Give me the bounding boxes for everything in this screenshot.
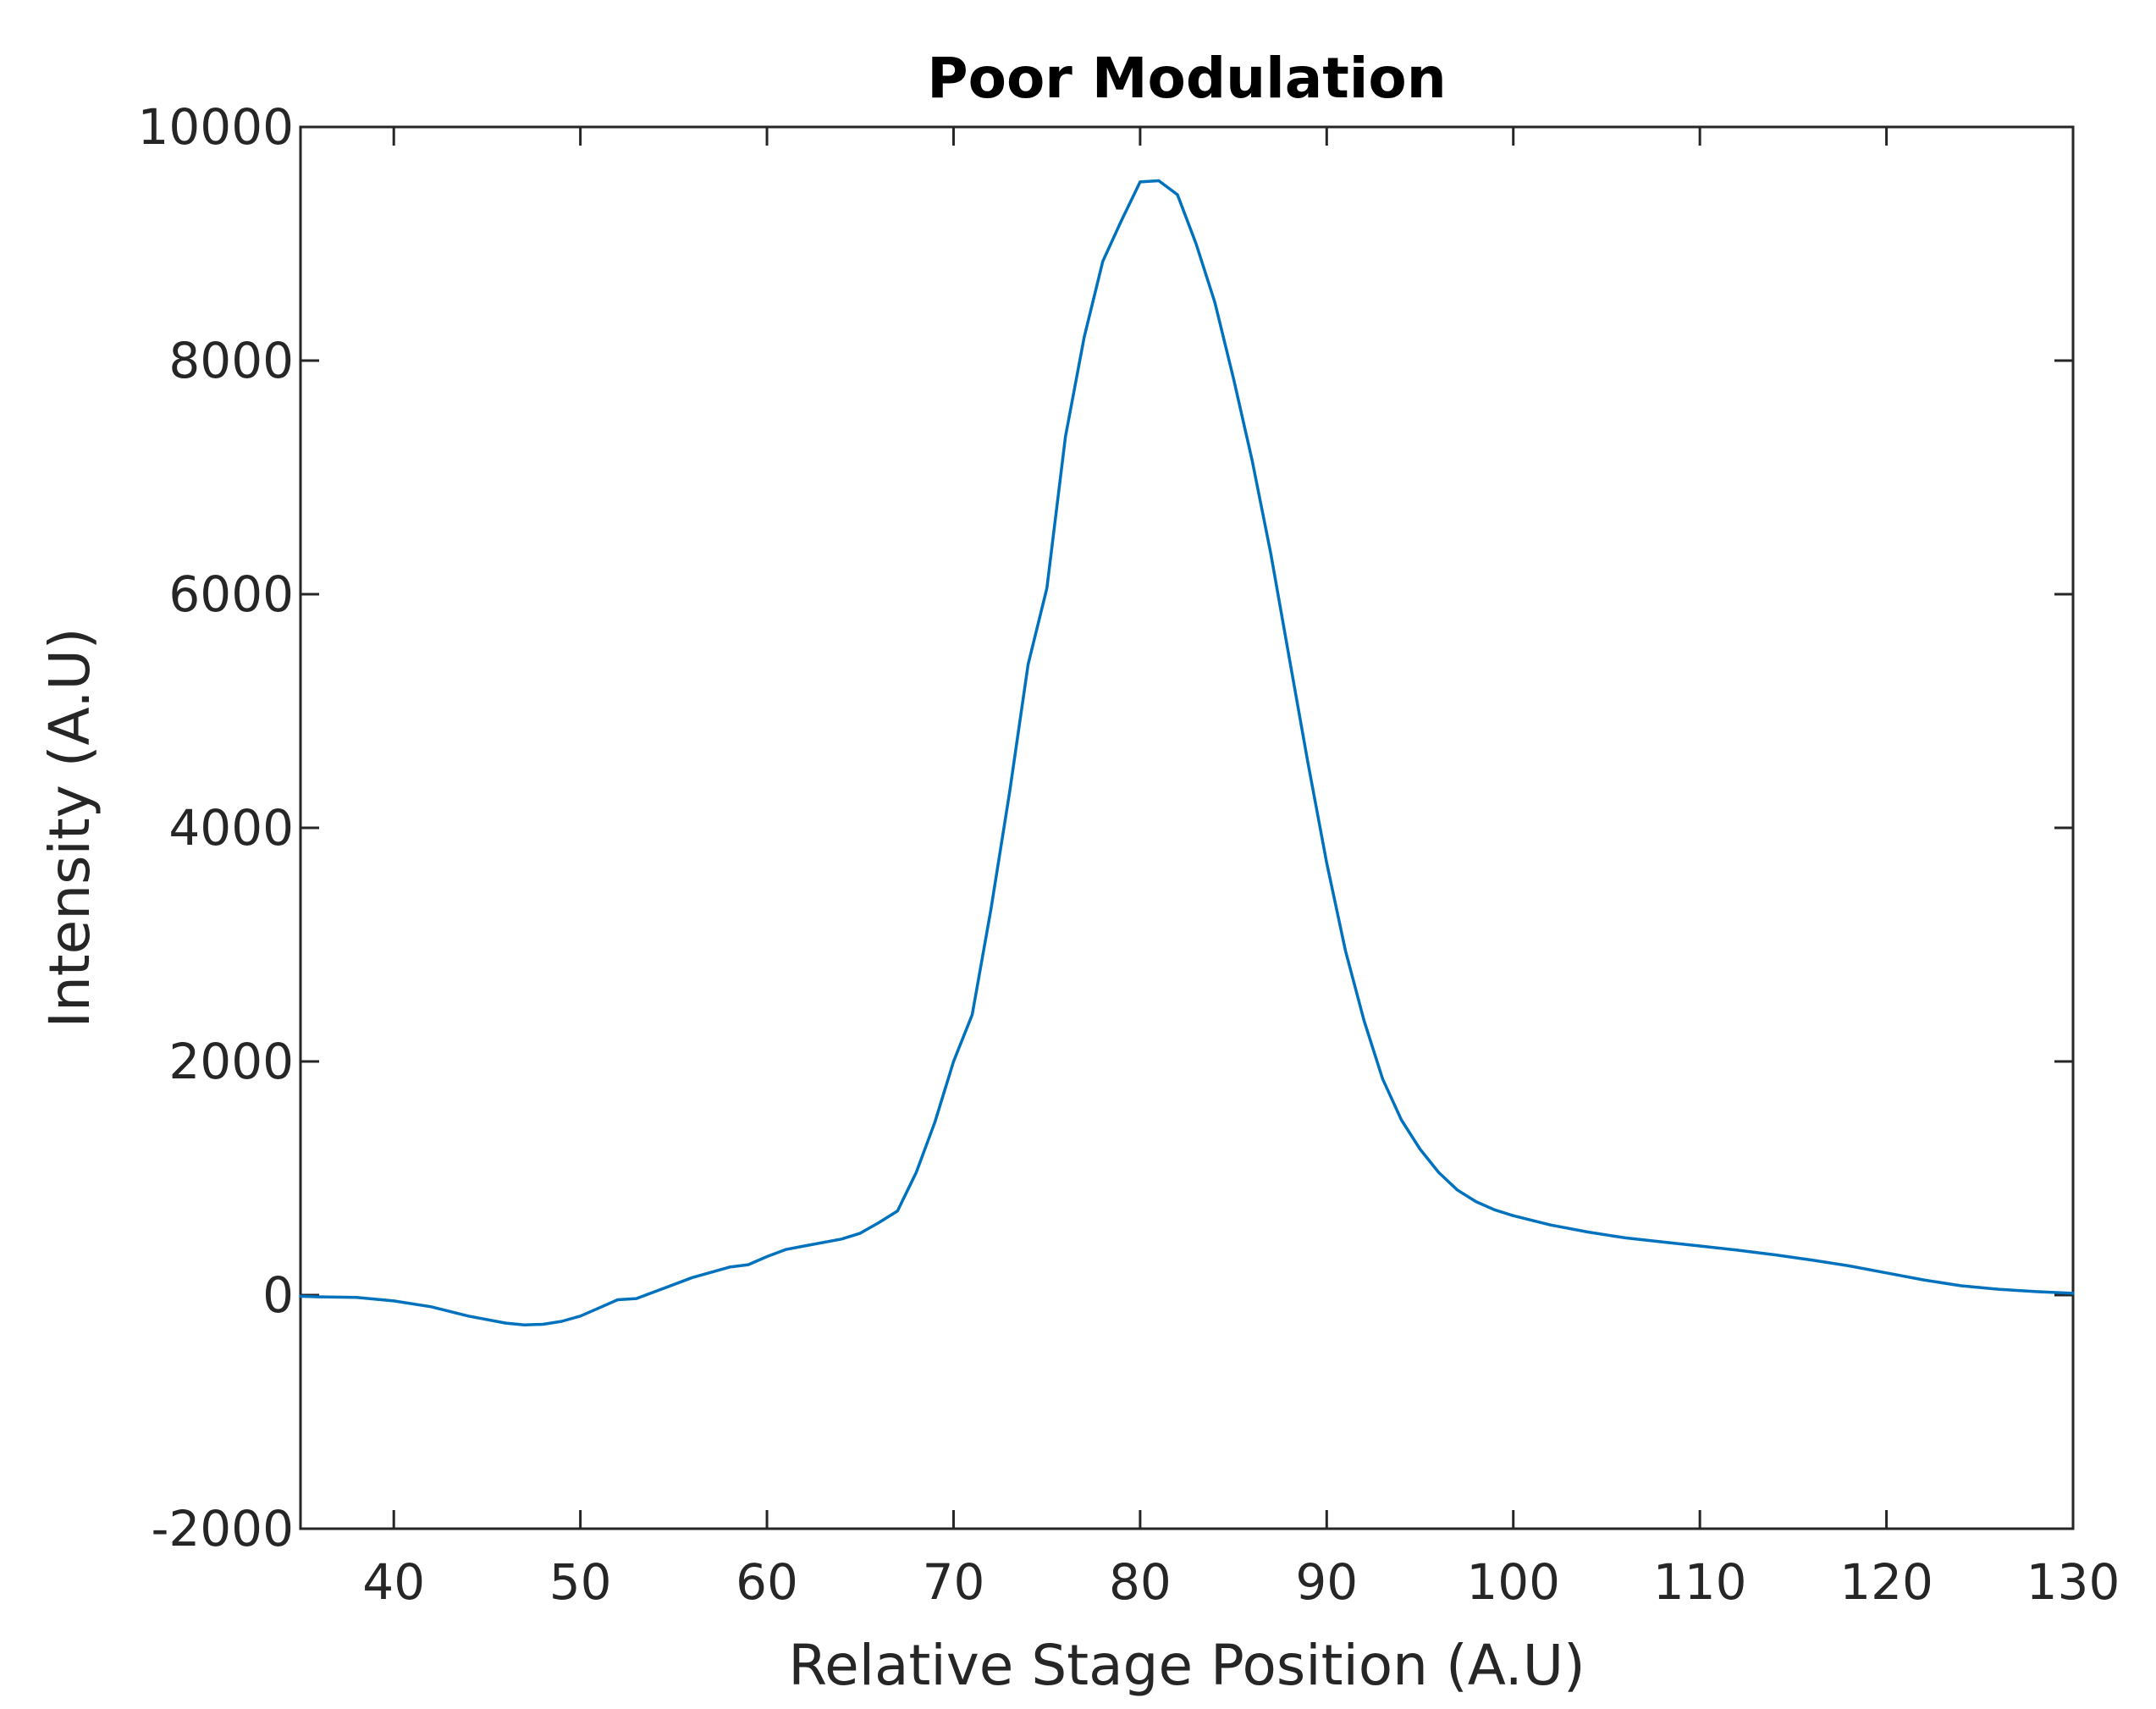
series-line <box>299 179 2075 1326</box>
data-point <box>355 1296 358 1299</box>
data-point <box>990 908 993 912</box>
data-point <box>1213 300 1216 304</box>
x-tick-label: 100 <box>1466 1553 1560 1611</box>
data-point <box>1120 218 1123 222</box>
data-point <box>2034 1290 2037 1293</box>
data-point <box>728 1265 731 1269</box>
data-point <box>1101 260 1105 263</box>
x-tick-label: 60 <box>736 1553 798 1611</box>
y-tick-label: 0 <box>262 1266 294 1324</box>
data-point <box>765 1255 769 1259</box>
data-point <box>1139 180 1142 184</box>
data-point <box>914 1171 918 1174</box>
y-tick-label: 4000 <box>168 799 294 857</box>
data-point <box>1419 1148 1422 1151</box>
data-point <box>1885 1271 1889 1275</box>
data-point <box>1960 1284 1963 1287</box>
data-point <box>1008 791 1012 795</box>
data-point <box>1437 1171 1441 1174</box>
data-point <box>1922 1278 1926 1282</box>
data-point <box>840 1238 843 1241</box>
data-point <box>1083 335 1086 339</box>
data-point <box>1848 1265 1851 1268</box>
data-point <box>1064 435 1067 438</box>
data-point <box>466 1315 470 1318</box>
data-point <box>1549 1223 1552 1227</box>
data-point <box>1512 1214 1515 1217</box>
data-point <box>877 1221 880 1224</box>
data-point <box>505 1321 508 1325</box>
data-point <box>1027 663 1030 666</box>
x-tick-label: 130 <box>2026 1553 2120 1611</box>
data-point <box>616 1298 620 1302</box>
x-tick-label: 90 <box>1295 1553 1358 1611</box>
data-point <box>1735 1249 1739 1252</box>
data-point <box>560 1320 564 1323</box>
data-point <box>1400 1118 1403 1122</box>
x-tick-label: 80 <box>1109 1553 1172 1611</box>
y-tick-label: 2000 <box>168 1033 294 1090</box>
plot-area-box <box>299 125 2075 1530</box>
data-point <box>1586 1231 1590 1234</box>
data-point <box>1045 587 1049 590</box>
data-point <box>317 1295 321 1298</box>
data-point <box>2071 1292 2075 1295</box>
data-point <box>691 1276 694 1279</box>
data-point <box>1493 1208 1497 1211</box>
data-point <box>1810 1259 1813 1262</box>
data-point <box>1624 1236 1627 1239</box>
y-tick-label: 6000 <box>168 565 294 623</box>
data-point <box>784 1248 787 1251</box>
data-point <box>1157 179 1161 183</box>
y-axis-title: Intensity (A.U) <box>37 627 102 1028</box>
y-tick-label: 8000 <box>168 332 294 389</box>
x-axis-title: Relative Stage Position (A.U) <box>788 1633 1585 1698</box>
data-point <box>1343 949 1347 952</box>
y-tick-label: 10000 <box>137 98 294 156</box>
data-point <box>392 1299 395 1303</box>
data-point <box>1773 1253 1776 1256</box>
data-point <box>896 1210 899 1213</box>
data-point <box>1661 1240 1664 1243</box>
chart-title: Poor Modulation <box>927 46 1447 111</box>
x-tick-label: 50 <box>549 1553 612 1611</box>
data-point <box>1997 1287 2000 1291</box>
data-point <box>1232 377 1235 380</box>
data-point <box>971 1013 974 1017</box>
data-point <box>653 1290 657 1293</box>
data-point <box>1325 861 1328 864</box>
data-point <box>1194 242 1198 245</box>
data-point <box>933 1121 936 1124</box>
data-point <box>952 1060 956 1063</box>
data-point <box>1288 657 1291 660</box>
data-point <box>1475 1200 1478 1204</box>
x-tick-label: 40 <box>362 1553 425 1611</box>
data-point <box>858 1232 862 1235</box>
data-point <box>299 1294 302 1298</box>
data-point <box>523 1323 527 1326</box>
data-point <box>1381 1078 1384 1081</box>
data-point <box>1269 552 1272 555</box>
data-point <box>1176 193 1179 196</box>
data-point <box>542 1323 545 1326</box>
data-point <box>747 1263 750 1266</box>
x-tick-label: 120 <box>1839 1553 1933 1611</box>
x-tick-label: 110 <box>1653 1553 1747 1611</box>
data-point <box>1306 762 1310 765</box>
data-point <box>802 1244 806 1248</box>
data-point <box>1362 1019 1365 1023</box>
data-point <box>1250 458 1254 461</box>
data-point <box>1456 1188 1459 1192</box>
data-point <box>1698 1244 1701 1248</box>
data-point <box>598 1306 601 1309</box>
data-point <box>579 1315 582 1318</box>
x-tick-label: 70 <box>923 1553 985 1611</box>
y-tick-label: -2000 <box>151 1500 294 1557</box>
data-point <box>429 1305 433 1309</box>
data-point <box>635 1297 638 1300</box>
